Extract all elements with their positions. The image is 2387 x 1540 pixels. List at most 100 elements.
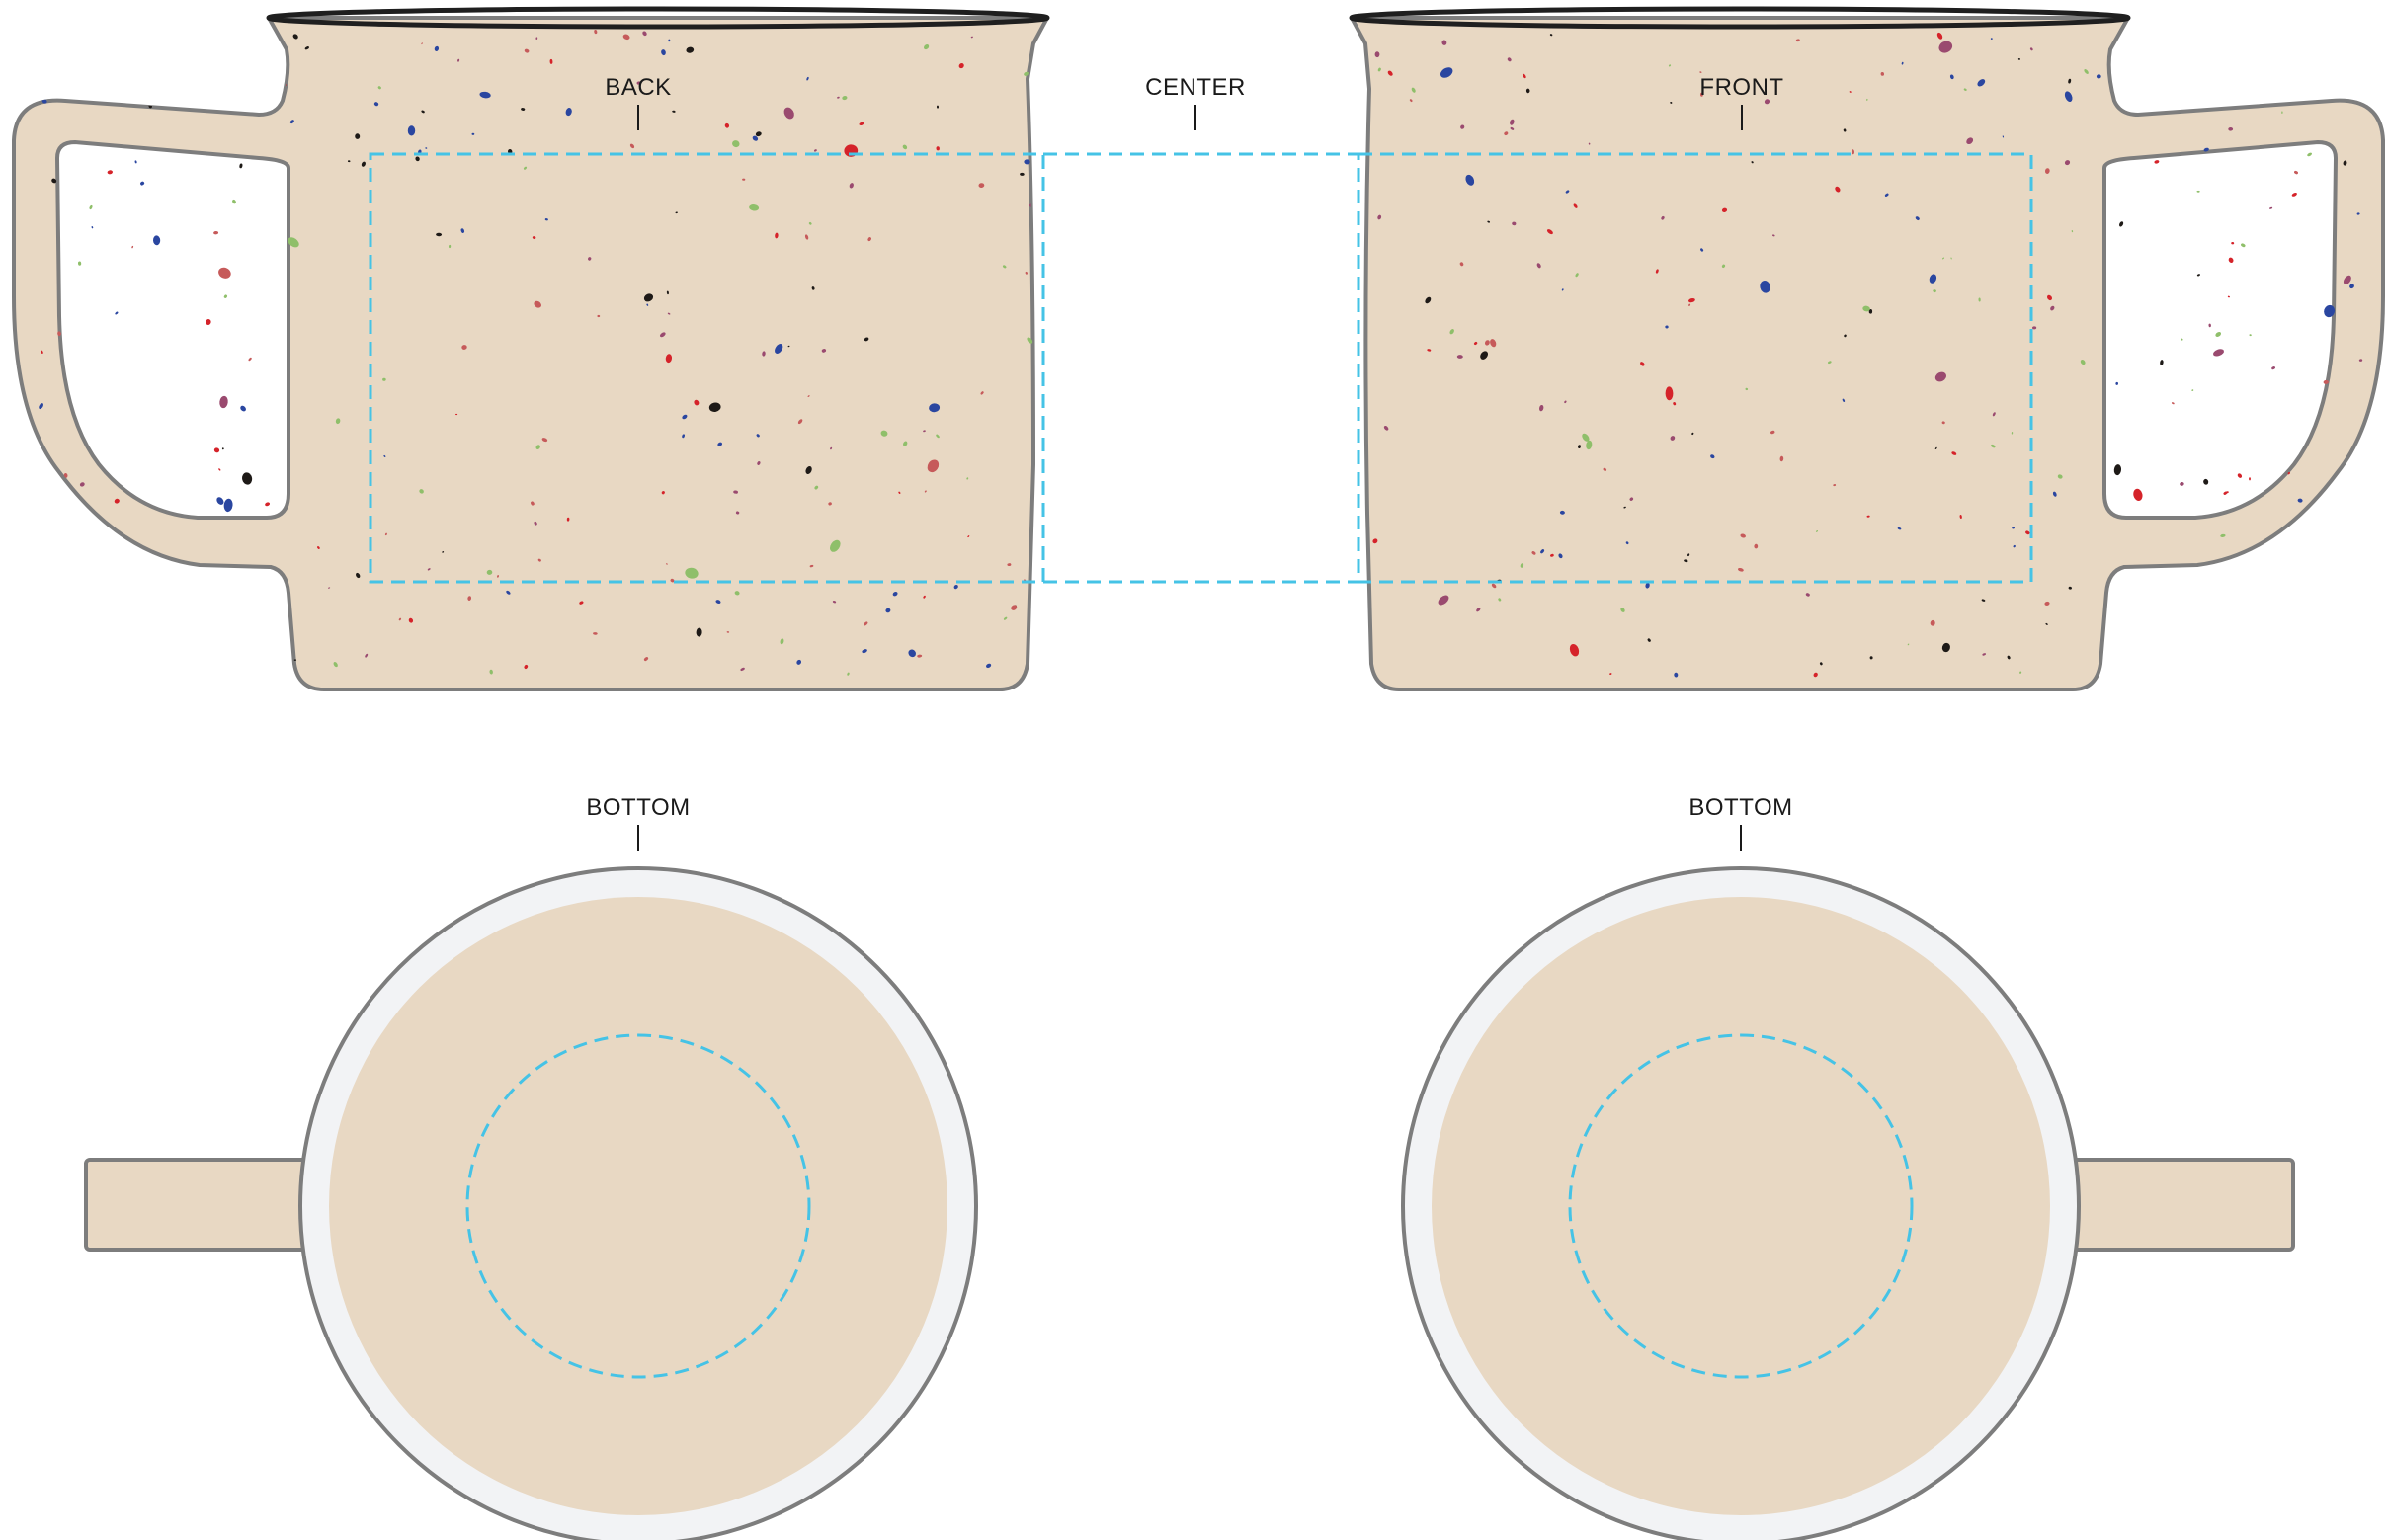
speckle (1510, 126, 1515, 130)
speckle (206, 319, 211, 325)
speckle (1710, 454, 1715, 459)
speckle (1700, 248, 1704, 252)
bottom-right-print-circle (1568, 1033, 1914, 1379)
speckle (2149, 99, 2153, 103)
speckle (185, 70, 190, 75)
speckle (2291, 192, 2297, 197)
speckle (1024, 71, 1029, 76)
speckle (849, 183, 854, 189)
speckle (1549, 34, 1553, 37)
speckle (1623, 506, 1626, 509)
speckle (924, 44, 930, 50)
speckle (1866, 515, 1870, 518)
speckle (1569, 643, 1580, 657)
speckle (1460, 124, 1465, 129)
speckle (1374, 51, 1380, 58)
speckle (39, 403, 43, 410)
speckle (2231, 241, 2235, 245)
speckle (2203, 478, 2209, 485)
speckle (757, 461, 761, 465)
speckle (128, 49, 131, 54)
speckle (1007, 563, 1012, 567)
speckle (532, 236, 536, 240)
speckle (2102, 671, 2106, 674)
speckle (2057, 474, 2063, 479)
speckle (780, 638, 784, 645)
speckle (1688, 303, 1691, 306)
speckle (1770, 430, 1775, 435)
speckle (2223, 491, 2228, 495)
speckle (2180, 481, 2184, 486)
mug-back-view (12, 6, 1050, 691)
mug-front-speckles (1352, 26, 2381, 679)
speckle (847, 672, 850, 676)
speckle (2374, 510, 2380, 516)
speckle (448, 244, 452, 249)
speckle (2207, 100, 2211, 103)
speckle (936, 105, 940, 109)
speckle (77, 261, 82, 266)
speckle (2307, 152, 2312, 157)
speckle (119, 82, 126, 88)
speckle (1930, 619, 1935, 626)
speckle (1002, 265, 1007, 269)
speckle (427, 568, 431, 571)
speckle (2110, 589, 2115, 593)
speckle (898, 491, 901, 494)
speckle (821, 349, 827, 353)
speckle (2019, 671, 2022, 674)
speckle (361, 161, 366, 167)
speckle (1586, 440, 1593, 450)
mug-back-rim (266, 6, 1050, 30)
speckle (1438, 595, 1449, 606)
speckle (1561, 288, 1564, 291)
speckle (837, 96, 840, 99)
speckle (682, 414, 688, 420)
bottom-left-print-circle (465, 1033, 811, 1379)
speckle (1498, 598, 1502, 602)
speckle (1805, 593, 1810, 597)
speckle (1951, 451, 1957, 455)
speckle (2208, 323, 2211, 328)
speckle (715, 600, 721, 605)
label-front-text: FRONT (1699, 74, 1783, 101)
label-center-text: CENTER (1145, 74, 1246, 101)
speckle (2068, 78, 2072, 84)
speckle (2071, 230, 2074, 233)
speckle (2044, 168, 2050, 174)
speckle (1687, 297, 1695, 303)
speckle (775, 232, 779, 239)
speckle (830, 539, 841, 552)
speckle (467, 596, 472, 601)
speckle (735, 511, 740, 515)
speckle (288, 237, 299, 248)
speckle (1564, 400, 1567, 404)
speckle (1491, 583, 1497, 589)
speckle (293, 659, 297, 662)
speckle (1629, 497, 1634, 501)
print-area-front (1357, 152, 2033, 584)
speckle (2052, 491, 2057, 497)
speckle (37, 506, 41, 512)
speckle (2154, 160, 2160, 164)
speckle (223, 498, 233, 513)
speckle (733, 490, 738, 494)
speckle (2136, 53, 2140, 57)
speckle (661, 491, 665, 495)
label-front: FRONT (1699, 74, 1783, 130)
speckle (2044, 601, 2050, 606)
speckle (936, 146, 940, 151)
speckle (2343, 275, 2351, 285)
speckle (967, 535, 970, 538)
speckle (421, 110, 425, 114)
speckle (762, 351, 766, 357)
speckle (1959, 515, 1962, 519)
speckle (1011, 605, 1018, 610)
speckle (240, 405, 246, 412)
speckle (1819, 662, 1823, 666)
speckle (419, 489, 424, 494)
speckle (2050, 305, 2055, 311)
speckle (867, 237, 871, 242)
speckle (593, 632, 598, 635)
speckle (1950, 257, 1952, 260)
